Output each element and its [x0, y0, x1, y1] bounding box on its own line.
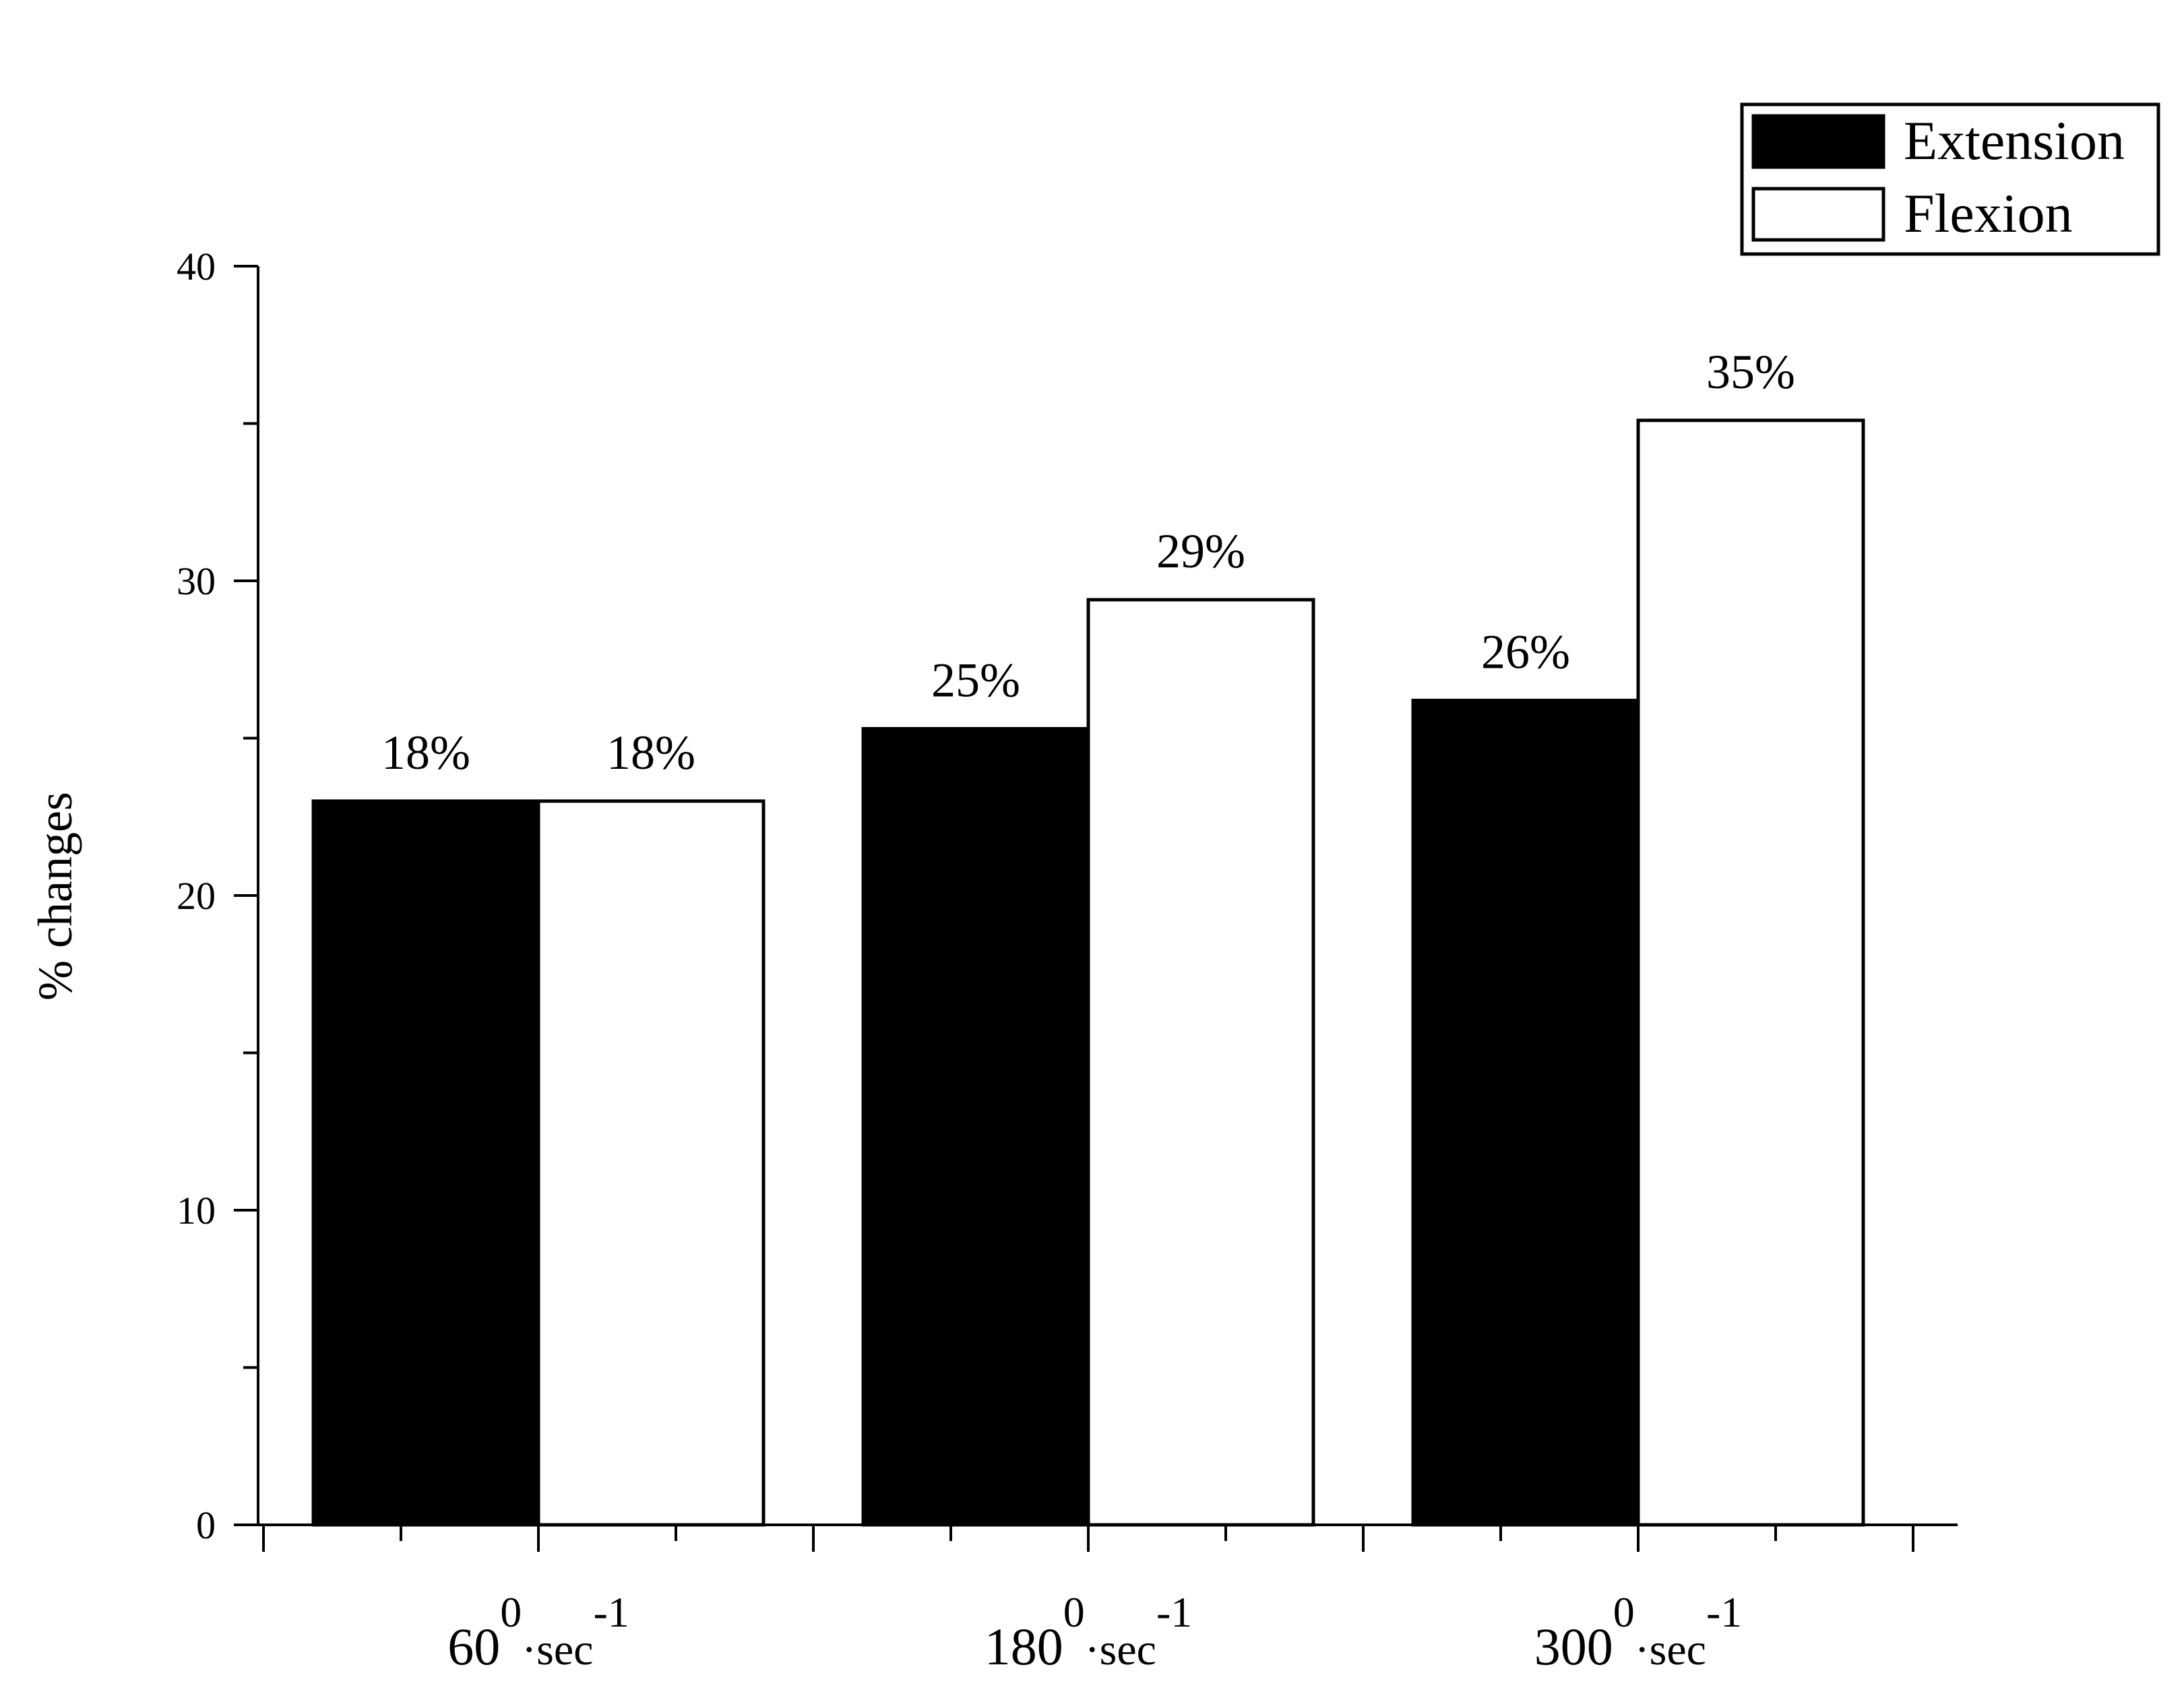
- bars: [311, 418, 1865, 1527]
- x-tick-label: 600·sec-1: [447, 1588, 629, 1676]
- y-tick-label: 20: [177, 874, 216, 918]
- legend-label-flexion: Flexion: [1904, 183, 2073, 244]
- x-tick-label-part: 180: [985, 1617, 1063, 1676]
- y-axis-label: % changes: [28, 792, 82, 1001]
- bar-flexion: [536, 799, 766, 1527]
- bar-extension: [1411, 698, 1640, 1527]
- data-label: 26%: [1481, 625, 1570, 679]
- data-label: 18%: [606, 726, 695, 780]
- bar-extension: [861, 726, 1090, 1527]
- x-tick-label-part: 0: [500, 1588, 522, 1636]
- x-tick-label-part: -1: [1706, 1588, 1742, 1636]
- x-tick-label-part: 60: [447, 1617, 500, 1676]
- legend-swatch-extension: [1751, 114, 1885, 169]
- x-tick-label: 1800·sec-1: [985, 1588, 1193, 1676]
- bar-flexion: [1086, 598, 1315, 1527]
- x-tick-label-part: ·sec: [522, 1625, 593, 1674]
- data-label: 25%: [931, 653, 1020, 707]
- legend: Extension Flexion: [1740, 102, 2160, 256]
- data-labels: 18% 18% 25% 29% 26% 35%: [381, 345, 1795, 780]
- y-tick-label: 10: [177, 1189, 216, 1232]
- bar-extension: [311, 799, 540, 1527]
- y-tick-label: 0: [196, 1503, 216, 1547]
- data-label: 35%: [1706, 345, 1795, 399]
- data-label: 29%: [1156, 524, 1245, 578]
- x-tick-label-part: 300: [1534, 1617, 1613, 1676]
- x-tick-label-part: 0: [1063, 1588, 1085, 1636]
- x-tick-label-part: -1: [593, 1588, 629, 1636]
- legend-swatch-flexion: [1751, 187, 1885, 242]
- y-tick-label: 40: [177, 245, 216, 288]
- bar-flexion: [1636, 418, 1865, 1527]
- data-label: 18%: [381, 726, 470, 780]
- legend-label-extension: Extension: [1904, 110, 2125, 171]
- x-tick-label-part: -1: [1156, 1588, 1192, 1636]
- y-tick-label: 30: [177, 559, 216, 603]
- x-tick-label-part: 0: [1613, 1588, 1635, 1636]
- x-tick-label-part: ·sec: [1085, 1625, 1156, 1674]
- x-tick-label: 3000·sec-1: [1534, 1588, 1743, 1676]
- x-tick-label-part: ·sec: [1635, 1625, 1706, 1674]
